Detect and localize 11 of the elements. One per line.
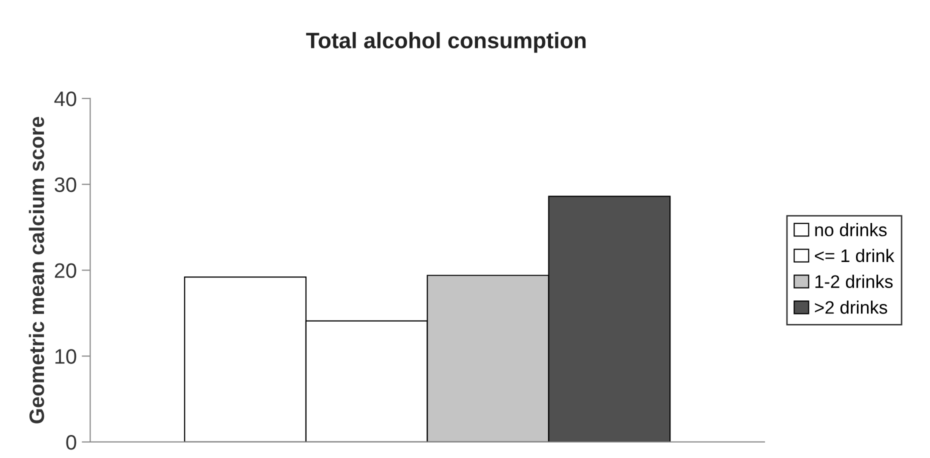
legend-label: 1-2 drinks: [815, 274, 893, 288]
y-tick-label: 40: [54, 91, 76, 106]
y-tick-label: 10: [55, 349, 76, 364]
y-tick-label: 30: [54, 177, 76, 192]
legend-label: no drinks: [815, 223, 887, 236]
legend-label: >2 drinks: [814, 300, 888, 314]
legend-label: <= 1 drink: [814, 248, 894, 262]
y-tick-label: 20: [54, 263, 76, 278]
chart-title: Total alcohol consumption: [306, 32, 586, 53]
y-axis-title: Geometric mean calcium score: [28, 116, 44, 424]
y-tick-label: 0: [66, 434, 76, 450]
